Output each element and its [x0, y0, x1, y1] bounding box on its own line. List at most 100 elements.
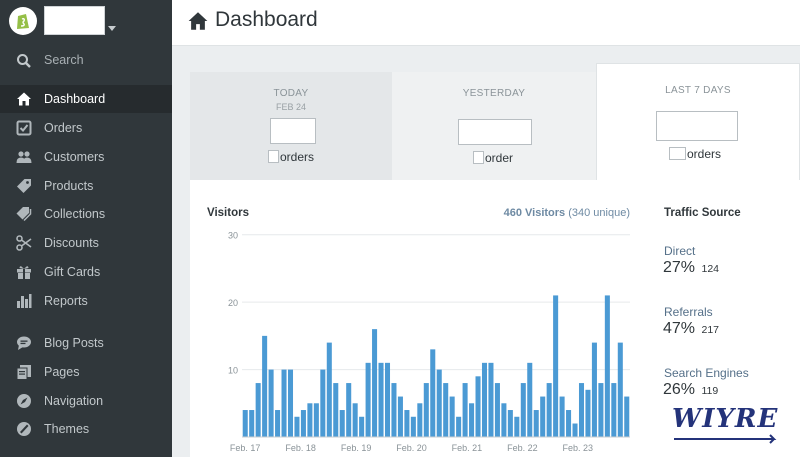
- sidebar-item-label: Gift Cards: [44, 265, 101, 279]
- chart-bar: [255, 383, 261, 437]
- tab-yesterday[interactable]: YESTERDAY order: [392, 72, 596, 180]
- y-tick-label: 10: [228, 366, 238, 376]
- chart-bar: [598, 383, 604, 437]
- chat-icon: [17, 336, 31, 350]
- today-orders: orders: [268, 150, 314, 164]
- chart-bar: [326, 342, 332, 437]
- visitors-total: 460 Visitors: [503, 207, 566, 219]
- home-icon: [17, 92, 31, 106]
- sidebar-item-reports[interactable]: Reports: [0, 287, 172, 315]
- y-tick-label: 20: [228, 298, 238, 308]
- sidebar-item-orders[interactable]: Orders: [0, 114, 172, 142]
- orders-label: order: [485, 151, 514, 165]
- sidebar-item-label: Customers: [44, 150, 105, 164]
- checkbox[interactable]: [669, 147, 686, 160]
- x-tick-label: Feb. 17: [230, 443, 261, 453]
- orders-label: orders: [280, 150, 315, 164]
- visitors-title: Visitors: [207, 207, 249, 219]
- sidebar-item-label: Themes: [44, 422, 90, 436]
- sidebar-item-label: Pages: [44, 365, 80, 379]
- chart-bar: [410, 416, 416, 437]
- page-title: Dashboard: [215, 8, 318, 31]
- sidebar-item-blog-posts[interactable]: Blog Posts: [0, 329, 172, 357]
- sidebar-item-label: Reports: [44, 294, 88, 308]
- chart-bar: [566, 410, 572, 437]
- chart-bar: [540, 396, 546, 437]
- sidebar-item-label: Blog Posts: [44, 336, 104, 350]
- checkbox[interactable]: [473, 151, 484, 164]
- shopify-logo-icon: [9, 7, 37, 35]
- chart-bar: [404, 410, 410, 437]
- chart-bar: [533, 410, 539, 437]
- y-tick-label: 30: [228, 231, 238, 241]
- sidebar-item-gift-cards[interactable]: Gift Cards: [0, 258, 172, 286]
- x-tick-label: Feb. 18: [285, 443, 316, 453]
- watermark-logo: WIYRE: [672, 404, 779, 434]
- tab-today[interactable]: TODAY FEB 24 orders: [190, 72, 392, 180]
- chart-bar: [546, 383, 552, 437]
- home-icon: [188, 12, 208, 30]
- sidebar-item-label: Dashboard: [44, 92, 106, 106]
- sidebar-item-products[interactable]: Products: [0, 172, 172, 200]
- checkbox[interactable]: [268, 150, 279, 163]
- tab-last-7-days[interactable]: LAST 7 DAYS orders: [596, 63, 800, 181]
- chart-bar: [494, 383, 500, 437]
- chart-bar: [617, 342, 623, 437]
- chart-bar: [352, 403, 358, 437]
- chevron-down-icon[interactable]: [108, 26, 116, 31]
- sidebar-item-dashboard[interactable]: Dashboard: [0, 85, 172, 113]
- traffic-count: 217: [701, 324, 720, 336]
- tab-label: YESTERDAY: [462, 88, 526, 99]
- traffic-search-engines-value: 26% 119: [663, 381, 718, 399]
- chart-bar: [300, 410, 306, 437]
- chart-bar: [559, 396, 565, 437]
- chart-bar: [242, 410, 248, 437]
- chart-bar: [572, 423, 578, 437]
- chart-bar: [397, 396, 403, 437]
- sidebar-item-label: Products: [44, 179, 94, 193]
- x-tick-label: Feb. 21: [452, 443, 483, 453]
- chart-bar: [287, 369, 294, 437]
- sidebar-item-discounts[interactable]: Discounts: [0, 229, 172, 257]
- chart-bar: [624, 396, 630, 437]
- chart-bar: [423, 383, 429, 437]
- chart-bar: [443, 383, 449, 437]
- chart-bar: [262, 335, 268, 437]
- traffic-percent: 47%: [663, 320, 696, 337]
- chart-bar: [481, 362, 488, 437]
- reports-icon: [17, 294, 32, 308]
- x-tick-label: Feb. 20: [396, 443, 427, 453]
- sidebar: Search Dashboard Orders Customers Produc…: [0, 0, 172, 457]
- traffic-percent: 26%: [663, 381, 696, 398]
- traffic-direct-value: 27% 124: [663, 259, 719, 277]
- chart-bar: [365, 362, 371, 437]
- sidebar-item-navigation[interactable]: Navigation: [0, 387, 172, 415]
- sidebar-item-customers[interactable]: Customers: [0, 143, 172, 171]
- tab-date: FEB 24: [275, 102, 306, 112]
- sidebar-item-collections[interactable]: Collections: [0, 200, 172, 228]
- store-switcher[interactable]: [0, 0, 172, 44]
- chart-bar: [249, 410, 255, 437]
- chart-bar: [462, 383, 468, 437]
- visitors-chart: 10 20 30 Feb. 17 Feb. 18 Feb. 19 Feb. 20 Feb. 2…: [228, 231, 630, 453]
- chart-bar: [307, 403, 313, 437]
- search-label: Search: [44, 53, 84, 67]
- compass-icon: [17, 394, 31, 408]
- x-tick-label: Feb. 19: [341, 443, 372, 453]
- chart-bar: [456, 416, 462, 437]
- traffic-referrals-value: 47% 217: [663, 320, 719, 338]
- sidebar-item-pages[interactable]: Pages: [0, 358, 172, 386]
- chart-bar: [436, 369, 442, 437]
- sidebar-item-themes[interactable]: Themes: [0, 415, 172, 443]
- sidebar-search[interactable]: Search: [0, 46, 172, 76]
- week-orders: orders: [669, 147, 721, 161]
- orders-icon: [16, 120, 32, 136]
- chart-bar: [378, 362, 384, 437]
- orders-label: orders: [687, 147, 722, 161]
- traffic-percent: 27%: [663, 259, 696, 276]
- chart-bar: [384, 362, 391, 437]
- store-name-box[interactable]: [44, 6, 105, 35]
- page-header: Dashboard: [172, 0, 800, 46]
- chart-bar: [275, 410, 281, 437]
- chart-bar: [501, 403, 507, 437]
